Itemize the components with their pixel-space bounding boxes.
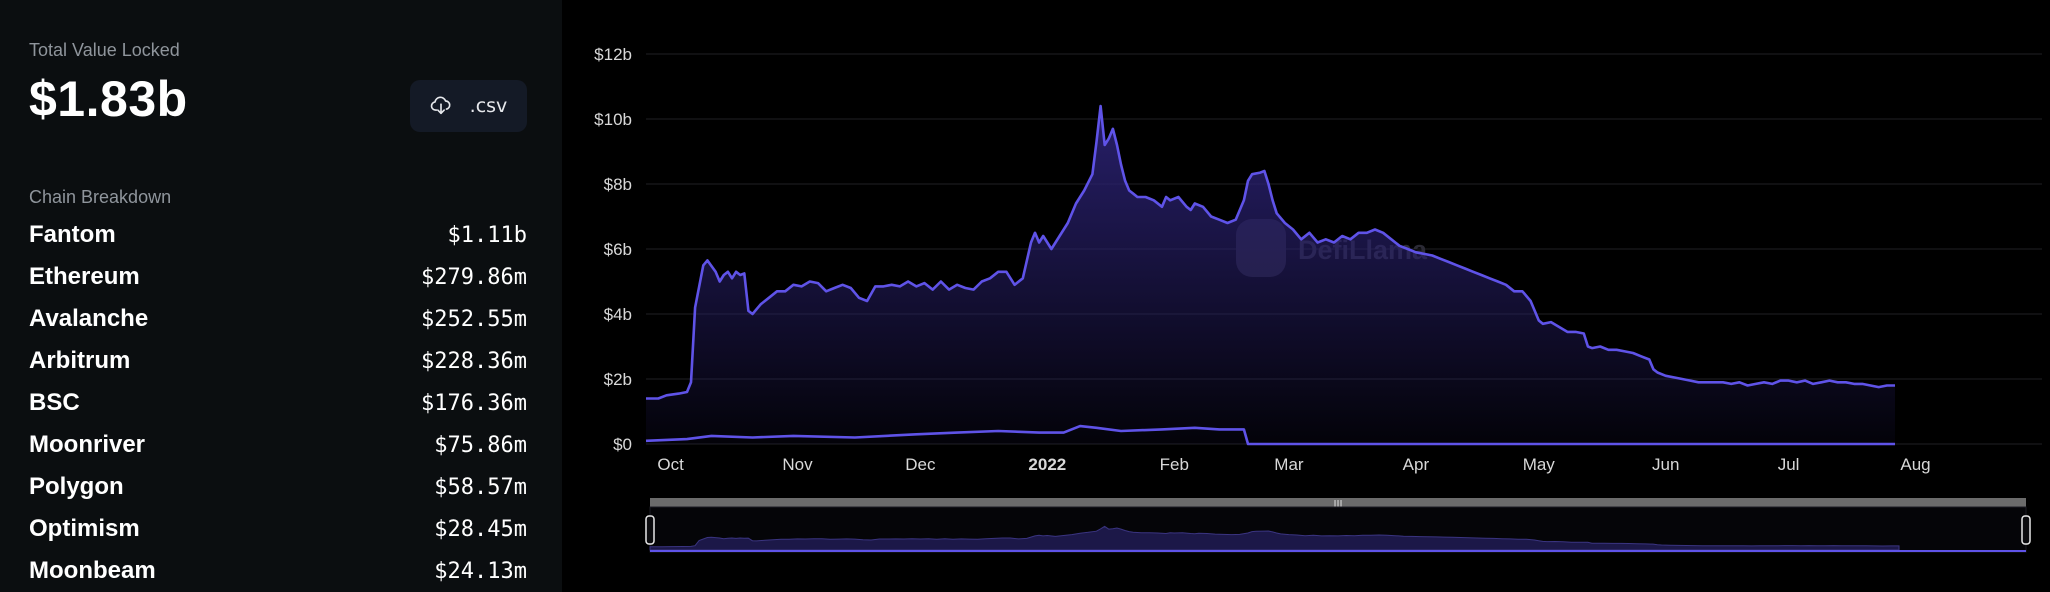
chain-breakdown-list: Fantom $1.11b Ethereum $279.86m Avalanche $25… xyxy=(29,214,527,592)
chain-name: Ethereum xyxy=(29,263,140,290)
tvl-chart[interactable]: $0 $2b $4b $6b $8b $10b $12b Oct Nov Dec 2022 Feb Ma… xyxy=(562,0,2050,592)
x-tick-label: Aug xyxy=(1900,455,1930,474)
brush-bar[interactable] xyxy=(650,498,2026,507)
chain-tvl-value: $28.45m xyxy=(434,516,527,542)
csv-label: .csv xyxy=(469,95,508,117)
x-tick-label: Jun xyxy=(1652,455,1679,474)
chain-row: Avalanche $252.55m xyxy=(29,298,527,340)
x-tick-label: May xyxy=(1523,455,1556,474)
chain-name: Avalanche xyxy=(29,305,149,332)
chain-tvl-value: $252.55m xyxy=(421,306,527,332)
tvl-chart-svg[interactable]: $0 $2b $4b $6b $8b $10b $12b Oct Nov Dec 2022 Feb Ma… xyxy=(562,0,2050,592)
brush-left-handle[interactable] xyxy=(645,515,655,545)
chain-name: Moonbeam xyxy=(29,557,156,584)
x-tick-label: Feb xyxy=(1160,455,1189,474)
y-tick-label: $6b xyxy=(604,240,632,259)
tvl-label: Total Value Locked xyxy=(29,40,180,60)
series-line xyxy=(646,104,1895,400)
chain-row: Moonbeam $24.13m xyxy=(29,550,527,592)
y-tick-label: $0 xyxy=(613,435,632,454)
y-tick-label: $4b xyxy=(604,305,632,324)
chain-row: Fantom $1.11b xyxy=(29,214,527,256)
x-tick-label: Apr xyxy=(1403,455,1430,474)
chain-tvl-value: $1.11b xyxy=(447,222,527,248)
chain-name: Moonriver xyxy=(29,431,146,458)
y-tick-label: $12b xyxy=(594,45,632,64)
chain-tvl-value: $58.57m xyxy=(434,474,527,500)
brush-right-handle[interactable] xyxy=(2021,515,2031,545)
x-tick-label: Dec xyxy=(905,455,936,474)
x-tick-label: Jul xyxy=(1778,455,1800,474)
chain-tvl-value: $228.36m xyxy=(421,348,527,374)
chain-name: BSC xyxy=(29,389,80,416)
brush-preview-area xyxy=(649,525,1900,551)
chain-name: Arbitrum xyxy=(29,347,131,374)
chain-tvl-value: $279.86m xyxy=(421,264,527,290)
tvl-panel: Total Value Locked $1.83b .csv Chain Bre… xyxy=(0,0,562,592)
cloud-download-icon xyxy=(430,96,452,116)
y-tick-label: $8b xyxy=(604,175,632,194)
chain-breakdown-title: Chain Breakdown xyxy=(29,187,172,207)
chain-tvl-value: $176.36m xyxy=(421,390,527,416)
brush-grip-icon[interactable]: ||| xyxy=(1333,500,1342,510)
chain-name: Optimism xyxy=(29,515,140,542)
tvl-value: $1.83b xyxy=(29,71,188,127)
chain-row: Arbitrum $228.36m xyxy=(29,340,527,382)
series-area xyxy=(646,106,1895,444)
chain-row: Polygon $58.57m xyxy=(29,466,527,508)
chain-tvl-value: $75.86m xyxy=(434,432,527,458)
y-tick-label: $2b xyxy=(604,370,632,389)
chain-row: Ethereum $279.86m xyxy=(29,256,527,298)
csv-download-button[interactable]: .csv xyxy=(410,80,527,132)
chain-name: Polygon xyxy=(29,473,124,500)
x-tick-label: Oct xyxy=(657,455,684,474)
chain-name: Fantom xyxy=(29,221,116,248)
chain-row: BSC $176.36m xyxy=(29,382,527,424)
chain-row: Optimism $28.45m xyxy=(29,508,527,550)
chain-tvl-value: $24.13m xyxy=(434,558,527,584)
x-tick-label: 2022 xyxy=(1028,455,1066,474)
chain-row: Moonriver $75.86m xyxy=(29,424,527,466)
x-tick-label: Mar xyxy=(1274,455,1304,474)
secondary-series-line xyxy=(645,424,1895,446)
x-tick-label: Nov xyxy=(782,455,813,474)
y-tick-label: $10b xyxy=(594,110,632,129)
